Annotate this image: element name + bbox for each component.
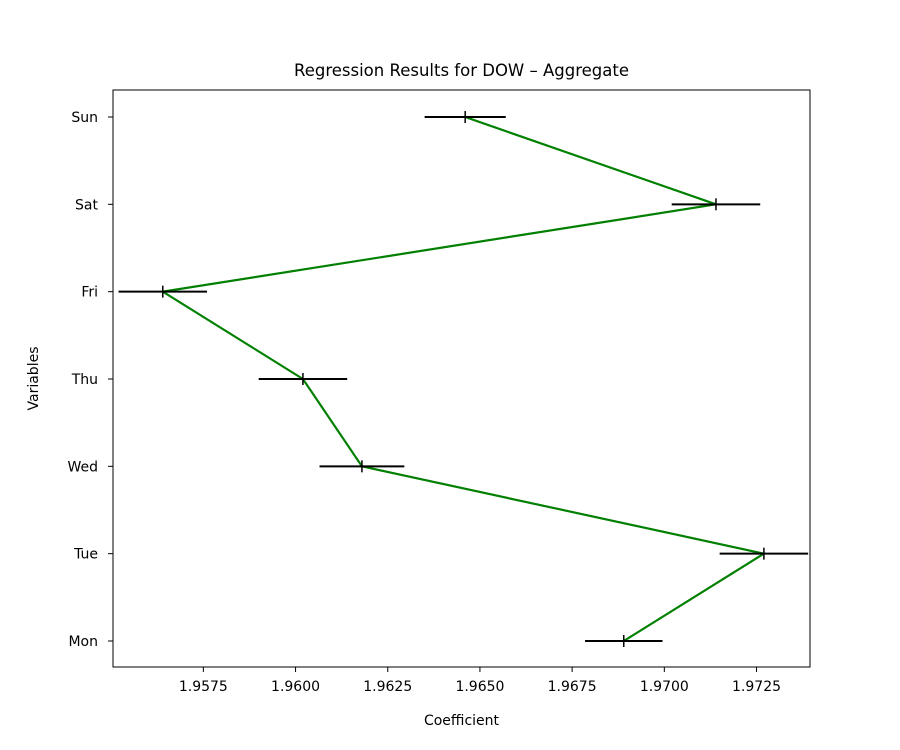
x-tick-label: 1.9625 [363,679,412,695]
y-tick-label-fri: Fri [81,285,98,301]
x-tick-label: 1.9700 [640,679,689,695]
y-axis-label: Variables [26,347,42,411]
x-tick-label: 1.9725 [732,679,781,695]
y-tick-label-thu: Thu [71,372,98,388]
y-tick-label-wed: Wed [67,459,98,475]
chart-title: Regression Results for DOW – Aggregate [294,61,629,80]
x-tick-label: 1.9675 [548,679,597,695]
x-tick-label: 1.9650 [455,679,504,695]
y-tick-label-sat: Sat [75,197,98,213]
y-tick-label-sun: Sun [71,110,98,126]
x-tick-label: 1.9575 [179,679,228,695]
plot-frame [112,89,811,668]
x-axis-label: Coefficient [424,713,500,729]
y-tick-label-mon: Mon [68,634,98,650]
x-tick-label: 1.9600 [271,679,320,695]
plot-area [118,111,809,647]
y-tick-label-tue: Tue [73,547,98,563]
y-axis: Mon Tue Wed Thu Fri Sat Sun [67,110,113,650]
x-axis: 1.9575 1.9600 1.9625 1.9650 1.9675 1.9700 1.97… [179,667,781,695]
series-line [159,115,767,642]
